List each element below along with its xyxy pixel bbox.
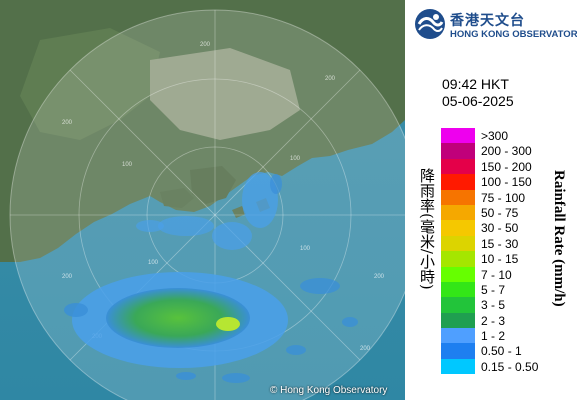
legend-swatch: [441, 358, 475, 375]
ring-label: 100: [300, 246, 311, 252]
legend-label: 200 - 300: [481, 144, 532, 159]
rainfall-legend: >300 200 - 300 150 - 200 100 - 150 75 - 100 5…: [441, 128, 573, 375]
observation-time: 09:42 HKT: [442, 76, 509, 92]
rain-echo-spot: [300, 278, 340, 294]
land-highlands: [20, 28, 160, 140]
legend-swatch: [441, 128, 475, 144]
copyright-notice: © Hong Kong Observatory: [270, 385, 388, 396]
legend-swatch: [441, 343, 475, 359]
legend-row: 200 - 300: [441, 143, 573, 159]
ring-label: 200: [360, 346, 371, 352]
rain-echo-spot: [270, 174, 282, 194]
legend-row: 50 - 75: [441, 204, 573, 221]
legend-row: 0.15 - 0.50: [441, 358, 573, 375]
legend-row: 15 - 30: [441, 235, 573, 252]
rain-echo-band-4: [136, 220, 164, 232]
legend-row: 100 - 150: [441, 174, 573, 190]
legend-title-en: Rainfall Rate (mm/h): [551, 170, 567, 307]
ring-label: 200: [62, 274, 73, 280]
legend-label: 1 - 2: [481, 329, 506, 344]
rain-echo-spot: [342, 317, 358, 327]
rain-echo-band-1: [242, 172, 278, 228]
ring-label: 100: [290, 156, 301, 162]
legend-label: 2 - 3: [481, 313, 506, 328]
legend-label: 0.15 - 0.50: [481, 359, 539, 374]
island-lantau: [160, 188, 194, 208]
legend-swatch: [441, 297, 475, 313]
observatory-logo: 香港天文台 HONG KONG OBSERVATORY: [414, 8, 577, 42]
legend-label: 10 - 15: [481, 252, 519, 267]
legend-row: 75 - 100: [441, 189, 573, 205]
legend-label: 100 - 150: [481, 175, 532, 190]
ring-label: 200: [325, 76, 336, 82]
legend-swatch: [441, 158, 475, 175]
legend-swatch: [441, 189, 475, 205]
ring-label: 100: [122, 162, 133, 168]
ring-label: 200: [374, 274, 385, 280]
legend-row: 2 - 3: [441, 312, 573, 329]
legend-swatch: [441, 266, 475, 282]
legend-label: >300: [481, 129, 509, 143]
legend-label: 15 - 30: [481, 236, 519, 251]
legend-swatch: [441, 174, 475, 190]
rain-echo-spot: [176, 372, 196, 380]
land-peninsula: [190, 166, 236, 204]
legend-swatch: [441, 251, 475, 267]
legend-title-zh: 降雨率(毫米/小時): [418, 168, 436, 290]
legend-row: 150 - 200: [441, 158, 573, 175]
observatory-emblem-icon: [415, 9, 445, 39]
rain-echo-heavy: [216, 317, 240, 331]
legend-label: 5 - 7: [481, 282, 506, 297]
ring-label: 200: [200, 42, 211, 48]
legend-label: 75 - 100: [481, 190, 526, 205]
island-small-1: [232, 206, 246, 218]
legend-row: 30 - 50: [441, 220, 573, 236]
legend-swatch: [441, 204, 475, 221]
legend-row: 7 - 10: [441, 266, 573, 282]
legend-row: 10 - 15: [441, 251, 573, 267]
rain-echo-band-2: [212, 222, 252, 250]
organization-name-en: HONG KONG OBSERVATORY: [450, 29, 577, 40]
legend-swatch: [441, 220, 475, 236]
legend-row: 1 - 2: [441, 328, 573, 344]
legend-swatch: [441, 328, 475, 344]
info-panel: 香港天文台 HONG KONG OBSERVATORY 09:42 HKT 05…: [405, 0, 577, 400]
land-urban: [150, 48, 300, 140]
rain-echo-spot: [286, 345, 306, 355]
legend-swatch: [441, 312, 475, 329]
legend-label: 50 - 75: [481, 205, 519, 220]
legend-row: 3 - 5: [441, 297, 573, 313]
ring-label: 200: [62, 120, 73, 126]
legend-row: 0.50 - 1: [441, 343, 573, 359]
legend-label: 7 - 10: [481, 267, 512, 282]
rain-echo-spot: [222, 373, 250, 383]
legend-row: 5 - 7: [441, 281, 573, 298]
rain-echo-band-3: [158, 216, 214, 236]
legend-label: 0.50 - 1: [481, 344, 522, 359]
legend-swatch: [441, 143, 475, 159]
ring-label: 100: [148, 260, 159, 266]
rain-echo-core: [106, 288, 250, 348]
legend-row: >300: [441, 128, 573, 144]
observation-date: 05-06-2025: [442, 93, 514, 109]
legend-label: 30 - 50: [481, 221, 519, 236]
rain-echo-spot: [64, 303, 88, 317]
radar-map: 200 200 200 100 100 200 200 100 100 200 …: [0, 0, 405, 400]
organization-name-zh: 香港天文台: [450, 13, 525, 29]
legend-swatch: [441, 235, 475, 252]
rain-echoes: [64, 172, 358, 383]
legend-label: 3 - 5: [481, 298, 506, 313]
legend-swatch: [441, 281, 475, 298]
legend-label: 150 - 200: [481, 159, 532, 174]
